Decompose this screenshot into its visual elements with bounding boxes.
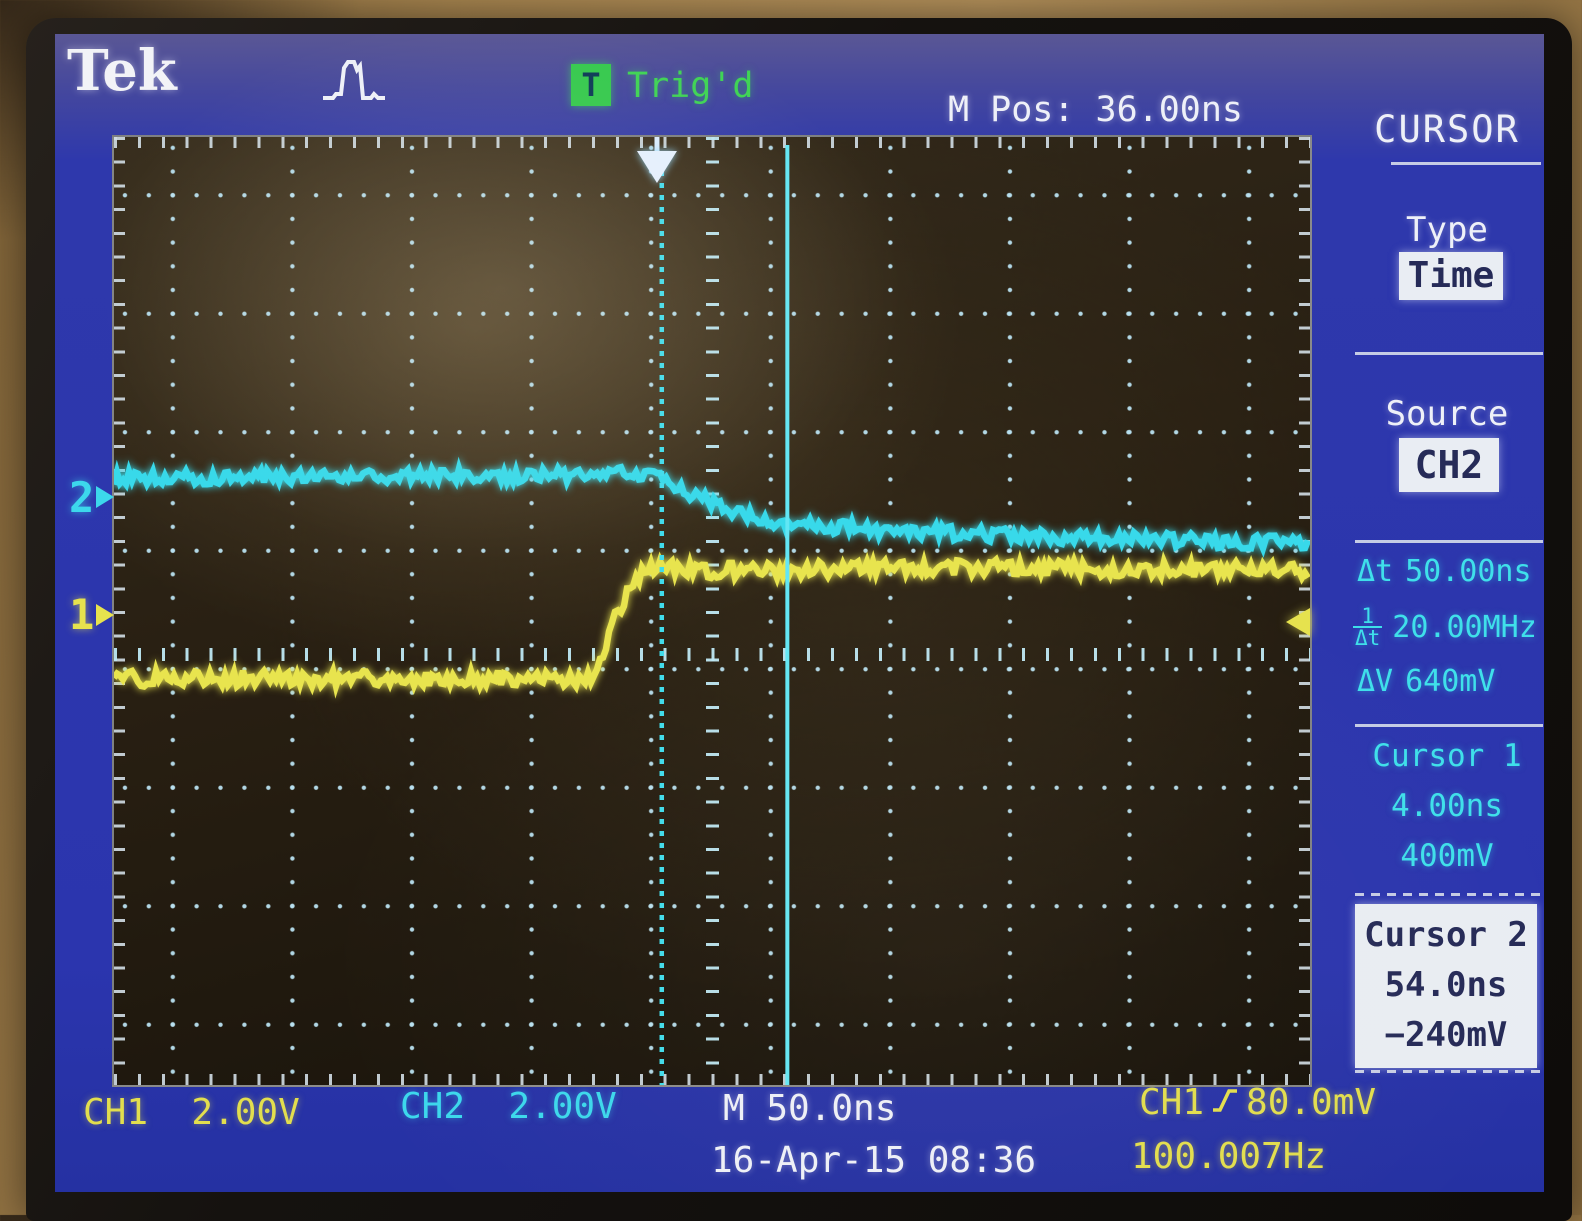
ch2-marker-arrow-icon — [96, 486, 115, 509]
ch1-ground-marker: 1 — [69, 590, 115, 639]
trigger-readout: CH1 80.0mV — [1139, 1082, 1377, 1123]
delta-t-readout: Δt 50.00ns — [1357, 554, 1532, 589]
menu-title: CURSOR — [1374, 108, 1520, 151]
cursor-source-value: CH2 — [1399, 438, 1499, 492]
ch1-marker-arrow-icon — [96, 603, 115, 626]
trigger-level-arrow-icon — [1286, 608, 1310, 637]
trigger-frequency-readout: 100.007Hz — [1131, 1136, 1327, 1177]
datetime-readout: 16-Apr-15 08:36 — [711, 1140, 1037, 1181]
inverse-delta-t-readout: 1 Δt 20.00MHz — [1353, 604, 1537, 650]
cursor-source-label: Source — [1385, 394, 1509, 434]
ch2-scale-readout: CH2 2.00V — [400, 1086, 617, 1127]
cursor1-volt-value: 400mV — [1400, 838, 1494, 874]
cursor2-volt-value: −240mV — [1384, 1015, 1508, 1055]
cursor1-label: Cursor 1 — [1372, 738, 1522, 774]
timebase-readout: M 50.0ns — [723, 1088, 897, 1129]
menu-separator — [1355, 540, 1543, 543]
ch2-ground-marker: 2 — [69, 473, 115, 522]
trigger-status-icon: T — [571, 64, 611, 106]
ch1-scale-readout: CH1 2.00V — [83, 1092, 300, 1133]
waveform-display — [112, 135, 1312, 1087]
delta-v-readout: ΔV 640mV — [1357, 664, 1496, 699]
tek-logo: Tek — [67, 38, 177, 104]
rising-edge-icon — [1213, 1089, 1238, 1112]
menu-separator — [1355, 352, 1543, 355]
cursor2-time-value: 54.0ns — [1384, 965, 1508, 1005]
m-position-readout: M Pos: 36.00ns — [948, 90, 1244, 130]
trigger-status-label: Trig'd — [627, 66, 754, 106]
graticule-ticks-left — [114, 137, 125, 1085]
menu-separator-dashed — [1355, 893, 1543, 896]
pulse-waveform-icon — [323, 60, 385, 100]
delta-t-icon: Δt — [1357, 554, 1394, 589]
menu-separator — [1391, 162, 1541, 165]
menu-separator-dashed — [1355, 1070, 1543, 1073]
graticule-center-axis-v — [706, 137, 719, 1085]
waveform-traces — [114, 137, 1310, 1085]
menu-separator — [1355, 724, 1543, 727]
cursor1-time-value: 4.00ns — [1391, 788, 1503, 824]
scope-screen: Tek T Trig'd M Pos: 36.00ns 2 1 CURSOR T… — [55, 34, 1544, 1192]
cursor-type-label: Type — [1406, 210, 1488, 250]
cursor2-label: Cursor 2 — [1364, 915, 1528, 955]
cursor-menu: CURSOR Type Time Source CH2 Δt 50.00ns 1… — [1347, 34, 1544, 1078]
cursor-type-value: Time — [1399, 252, 1503, 300]
status-bar: CH1 2.00V CH2 2.00V M 50.0ns 16-Apr-15 0… — [55, 1078, 1544, 1192]
delta-v-icon: ΔV — [1357, 664, 1394, 699]
cursor2-readout-box: Cursor 2 54.0ns −240mV — [1355, 904, 1537, 1068]
one-over-delta-t-icon: 1 Δt — [1353, 604, 1383, 650]
